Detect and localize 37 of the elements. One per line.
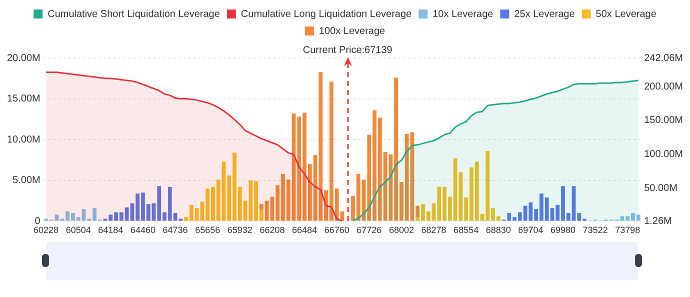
text: Current Price:67139 bbox=[302, 44, 393, 56]
x-tick-label: 73798 bbox=[615, 225, 640, 236]
x-tick-label: 68002 bbox=[388, 225, 414, 236]
legend-label: Cumulative Short Liquidation Leverage bbox=[48, 8, 220, 20]
x-tick-label: 69980 bbox=[550, 225, 576, 236]
x-tick-label: 60504 bbox=[66, 225, 91, 236]
x-tick-label: 66484 bbox=[292, 225, 318, 236]
legend-label: 100x Leverage bbox=[318, 26, 386, 37]
x-tick-label: 66760 bbox=[324, 225, 350, 236]
y2-tick-label: 1.26M bbox=[644, 216, 672, 227]
legend-label: 50x Leverage bbox=[596, 8, 657, 20]
y-tick-label: 20.00M bbox=[6, 52, 40, 64]
x-tick-label: 73522 bbox=[582, 225, 608, 236]
y2-tick-label: 150.00M bbox=[644, 115, 684, 126]
y-tick-label: 15.00M bbox=[6, 94, 40, 105]
x-tick-label: 64184 bbox=[98, 225, 124, 236]
x-tick-label: 64460 bbox=[130, 225, 156, 236]
legend-label: 10x Leverage bbox=[432, 8, 494, 20]
x-tick-label: 69704 bbox=[518, 225, 544, 236]
x-tick-label: 67726 bbox=[356, 225, 382, 236]
legend-label: 25x Leverage bbox=[514, 8, 576, 20]
x-tick-label: 65656 bbox=[195, 225, 220, 236]
legend-label: Cumulative Long Liquidation Leverage bbox=[240, 8, 412, 20]
x-tick-label: 60228 bbox=[34, 225, 59, 236]
y2-tick-label: 200.00M bbox=[644, 81, 684, 92]
y2-tick-label: 50.00M bbox=[644, 182, 678, 194]
x-tick-label: 68554 bbox=[454, 225, 479, 236]
y2-tick-label: 100.00M bbox=[644, 149, 684, 160]
x-tick-label: 66208 bbox=[260, 225, 285, 236]
y-tick-label: 10.00M bbox=[6, 134, 40, 146]
x-tick-label: 64736 bbox=[162, 225, 188, 236]
x-tick-label: 68278 bbox=[421, 225, 446, 236]
x-tick-label: 65932 bbox=[227, 225, 252, 236]
y-tick-label: 5.00M bbox=[12, 175, 40, 186]
y-tick-label: 0 bbox=[34, 216, 41, 227]
x-tick-label: 68830 bbox=[486, 225, 511, 236]
y2-tick-label: 242.06M bbox=[644, 52, 684, 64]
